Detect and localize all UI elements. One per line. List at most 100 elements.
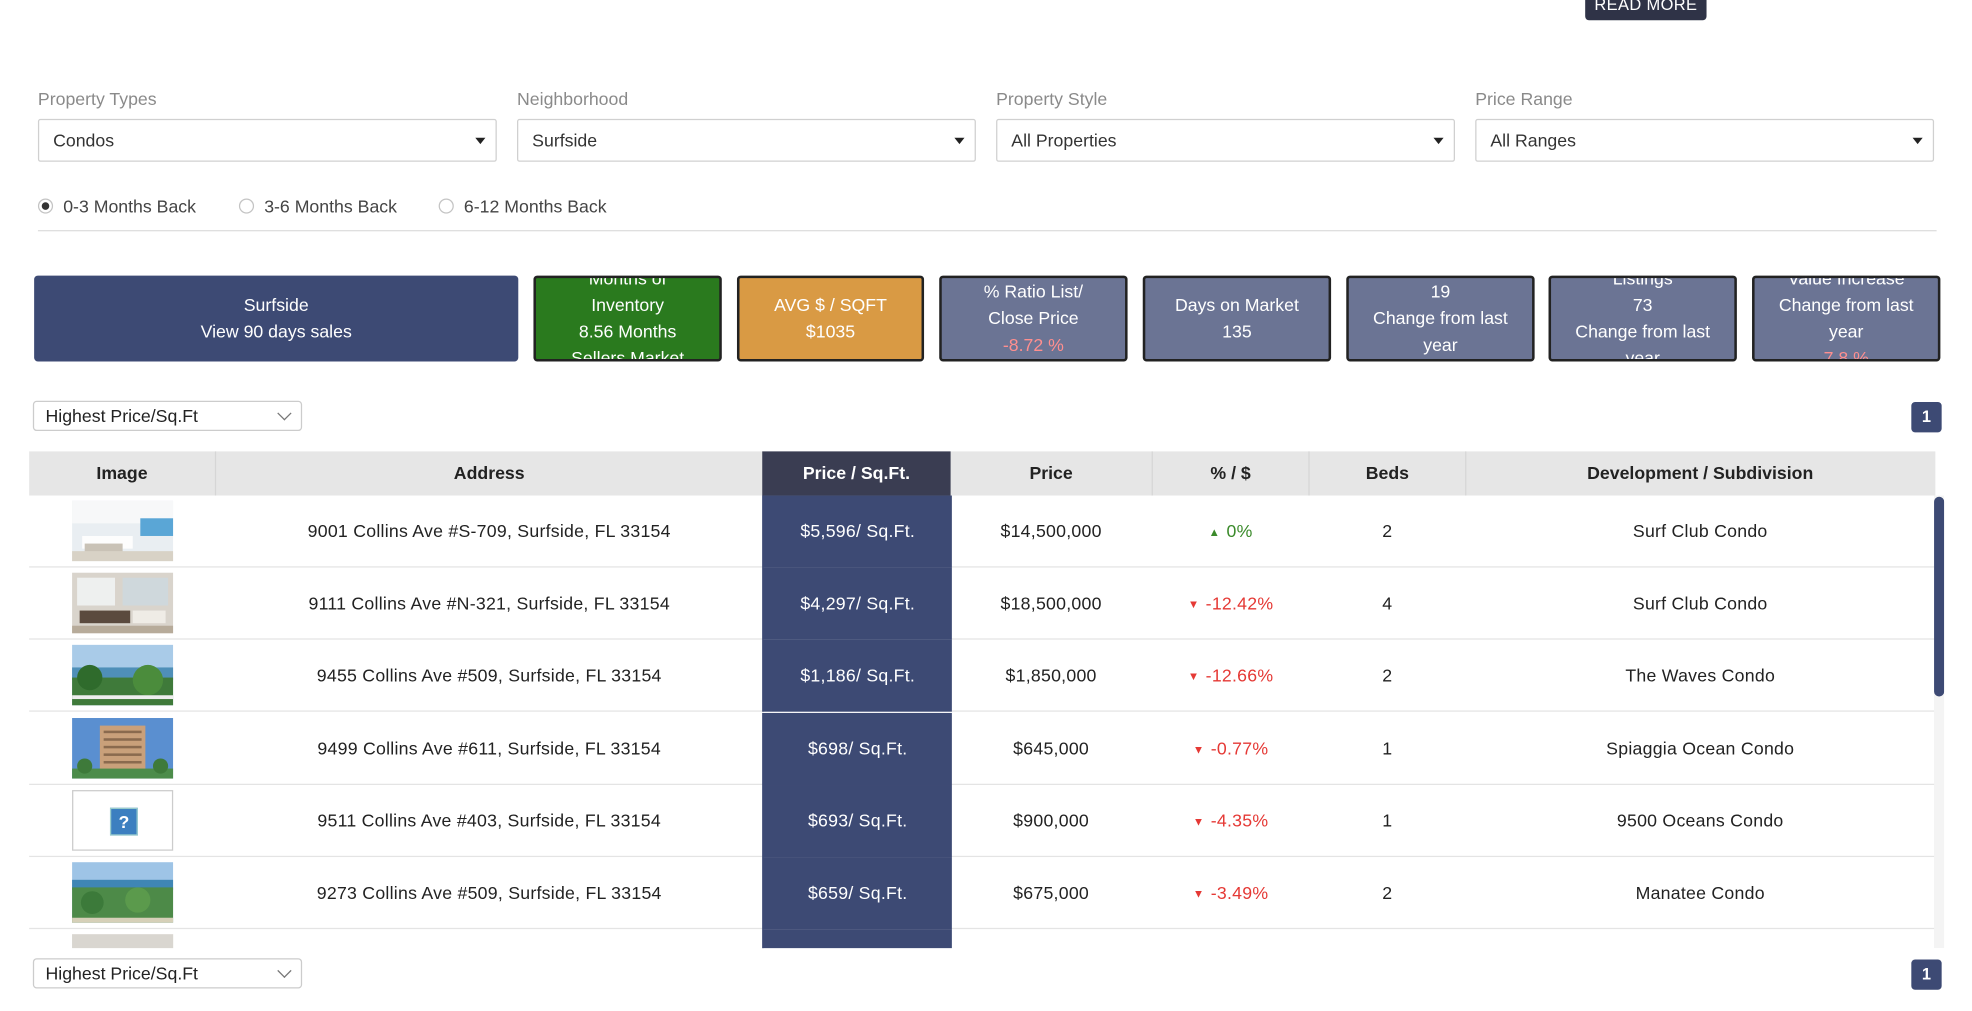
page-button-bottom[interactable]: 1 xyxy=(1911,959,1942,990)
stat-title: Change from last xyxy=(1373,307,1508,329)
percent-value: -4.35% xyxy=(1210,810,1269,831)
price-sqft-cell: $659/ Sq.Ft. xyxy=(762,857,952,930)
price-range-select[interactable]: All Ranges xyxy=(1475,118,1935,162)
triangle-down-icon: ▼ xyxy=(1192,742,1205,756)
period-radio-3-6[interactable]: 3-6 Months Back xyxy=(238,195,398,217)
property-style-select[interactable]: All Properties xyxy=(996,118,1455,162)
radio-icon[interactable] xyxy=(438,198,454,214)
price-cell: $900,000 xyxy=(1013,810,1090,831)
radio-selected-icon[interactable] xyxy=(37,198,54,214)
triangle-down-icon: ▼ xyxy=(1192,815,1205,828)
development-cell[interactable]: 9500 Oceans Condo xyxy=(1616,810,1784,831)
percent-value: -12.66% xyxy=(1205,665,1274,686)
missing-image-icon[interactable]: ? xyxy=(72,789,174,851)
percent-change-cell: ▼ -12.66% xyxy=(1153,640,1308,712)
price-cell: $14,500,000 xyxy=(1000,520,1102,542)
stat-card-value-increase: Value Increase Change from last year 7.8 % xyxy=(1752,275,1941,362)
development-cell[interactable]: The Waves Condo xyxy=(1625,665,1776,686)
stat-title: Value Increase xyxy=(1787,275,1905,289)
price-sqft-cell: $698/ Sq.Ft. xyxy=(762,712,952,785)
column-header-price[interactable]: Price xyxy=(951,451,1153,496)
address-cell[interactable]: 9455 Collins Ave #509, Surfside, FL 3315… xyxy=(316,665,662,686)
column-header-beds[interactable]: Beds xyxy=(1310,451,1467,496)
stat-title: AVG $ / SQFT xyxy=(774,294,887,315)
triangle-down-icon: ▼ xyxy=(1192,887,1205,901)
caret-down-icon xyxy=(1433,137,1444,145)
development-cell[interactable]: Surf Club Condo xyxy=(1632,520,1768,542)
stat-title: Close Price xyxy=(988,307,1079,329)
price-sqft-cell: $693/ Sq.Ft. xyxy=(762,784,952,857)
column-header-image: Image xyxy=(29,451,217,496)
stat-title: year xyxy=(1423,334,1458,355)
price-cell: $675,000 xyxy=(1013,882,1090,903)
column-header-percent[interactable]: % / $ xyxy=(1153,451,1310,496)
listing-thumbnail[interactable] xyxy=(72,862,174,923)
column-header-price-sqft[interactable]: Price / Sq.Ft. xyxy=(762,451,951,496)
property-style-value: All Properties xyxy=(1011,130,1117,151)
caret-down-icon xyxy=(954,137,965,145)
radio-icon[interactable] xyxy=(238,198,255,214)
caret-down-icon xyxy=(1912,137,1923,145)
listings-table: Image Address Price / Sq.Ft. Price % / $… xyxy=(29,451,1945,949)
development-cell[interactable]: Surf Club Condo xyxy=(1632,593,1768,614)
property-types-select[interactable]: Condos xyxy=(37,118,497,162)
scrollbar-track[interactable] xyxy=(1934,495,1945,949)
price-range-filter: Price Range All Ranges xyxy=(1475,88,1935,162)
stat-title: Change from last xyxy=(1778,294,1914,315)
column-header-development[interactable]: Development / Subdivision xyxy=(1587,462,1814,483)
address-cell[interactable]: 9111 Collins Ave #N-321, Surfside, FL 33… xyxy=(308,593,670,614)
price-cell: $1,850,000 xyxy=(1005,665,1097,686)
triangle-up-icon: ▲ xyxy=(1208,525,1221,539)
table-row[interactable]: 9111 Collins Ave #N-321, Surfside, FL 33… xyxy=(29,567,1936,640)
period-label: 3-6 Months Back xyxy=(264,195,398,217)
sort-select-bottom[interactable]: Highest Price/Sq.Ft xyxy=(32,958,303,989)
address-cell[interactable]: 9273 Collins Ave #509, Surfside, FL 3315… xyxy=(316,882,662,903)
listing-thumbnail[interactable] xyxy=(72,572,174,634)
table-row[interactable]: 9455 Collins Ave #509, Surfside, FL 3315… xyxy=(29,640,1936,713)
beds-cell: 2 xyxy=(1382,882,1393,903)
table-row[interactable]: 9001 Collins Ave #S-709, Surfside, FL 33… xyxy=(29,495,1936,568)
listing-thumbnail[interactable] xyxy=(72,717,174,779)
stat-card-inventory: Months of Inventory 8.56 Months Sellers Mar… xyxy=(533,275,722,362)
percent-value: -0.77% xyxy=(1210,737,1269,758)
address-cell[interactable]: 9511 Collins Ave #403, Surfside, FL 3315… xyxy=(317,810,661,831)
read-more-button[interactable]: READ MORE xyxy=(1585,0,1707,21)
column-header-address[interactable]: Address xyxy=(216,451,764,496)
sort-select[interactable]: Highest Price/Sq.Ft xyxy=(32,400,303,432)
stat-value: -8.72 % xyxy=(1002,334,1064,355)
address-cell[interactable]: 9001 Collins Ave #S-709, Surfside, FL 33… xyxy=(307,520,671,542)
stat-title: % Ratio List/ xyxy=(983,281,1084,302)
price-sqft-cell xyxy=(762,929,952,949)
property-types-value: Condos xyxy=(53,130,115,151)
listing-thumbnail[interactable] xyxy=(72,645,174,706)
table-row[interactable]: ? 9511 Collins Ave #403, Surfside, FL 331… xyxy=(29,784,1936,857)
stat-title: Surfside xyxy=(243,294,309,315)
beds-cell: 2 xyxy=(1382,665,1393,686)
period-radio-0-3[interactable]: 0-3 Months Back xyxy=(37,196,196,216)
price-range-value: All Ranges xyxy=(1490,130,1576,151)
percent-change-cell: ▼ -4.35% xyxy=(1153,785,1308,857)
stat-link[interactable]: View 90 days sales xyxy=(200,321,352,342)
neighborhood-select[interactable]: Surfside xyxy=(517,118,976,162)
scrollbar-thumb[interactable] xyxy=(1934,496,1945,697)
stat-card-neighborhood[interactable]: Surfside View 90 days sales xyxy=(34,275,519,362)
address-cell[interactable]: 9499 Collins Ave #611, Surfside, FL 3315… xyxy=(317,737,661,758)
listing-thumbnail[interactable] xyxy=(72,934,174,949)
beds-cell: 2 xyxy=(1382,520,1393,542)
development-cell[interactable]: Spiaggia Ocean Condo xyxy=(1606,737,1795,758)
listing-thumbnail[interactable] xyxy=(72,500,174,562)
stat-card-days: Days on Market 135 xyxy=(1142,275,1332,362)
stat-title: Days on Market xyxy=(1174,294,1299,315)
stat-value: 73 xyxy=(1632,294,1653,315)
percent-change-cell: ▼ -3.49% xyxy=(1153,857,1308,929)
property-style-filter: Property Style All Properties xyxy=(996,88,1455,162)
table-row[interactable]: 9499 Collins Ave #611, Surfside, FL 3315… xyxy=(29,712,1936,785)
divider xyxy=(37,230,1937,232)
table-row[interactable]: 9273 Collins Ave #509, Surfside, FL 3315… xyxy=(29,857,1936,930)
neighborhood-label: Neighborhood xyxy=(517,88,629,109)
stat-title: Months of xyxy=(588,275,667,289)
page-button[interactable]: 1 xyxy=(1911,401,1942,433)
stat-card-listings: Listings 73 Change from last year xyxy=(1548,275,1737,362)
development-cell[interactable]: Manatee Condo xyxy=(1635,882,1765,903)
period-radio-6-12[interactable]: 6-12 Months Back xyxy=(438,196,607,216)
